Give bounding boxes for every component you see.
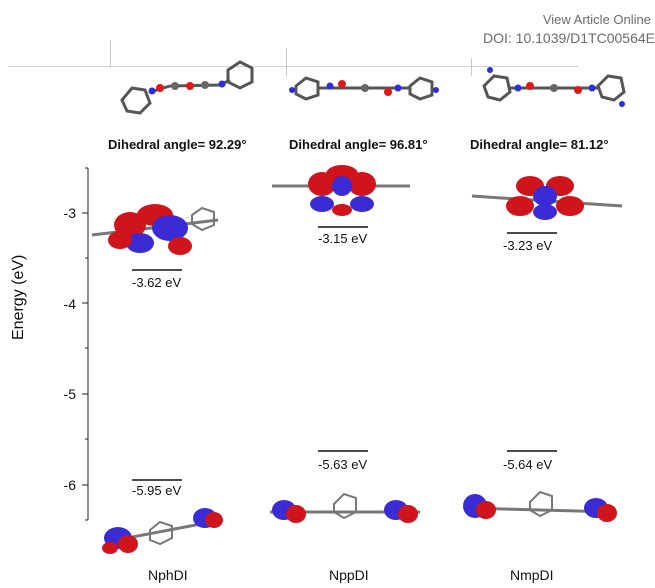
molecule-name-nphdi: NphDI: [148, 567, 188, 583]
bracket-right: [471, 58, 472, 76]
homo-label-nppdi: -5.63 eV: [318, 457, 368, 472]
bracket-middle: [286, 48, 287, 76]
structure-nmpdi-atoms: [487, 67, 625, 107]
dihedral-label-nphdi: Dihedral angle= 92.29°: [108, 137, 247, 152]
homo-orbital-nppdi: [270, 492, 420, 523]
view-article-online-link[interactable]: View Article Online: [542, 12, 651, 27]
homo-label-nphdi: -5.95 eV: [132, 483, 182, 498]
header-rule: [8, 66, 578, 67]
ytick-label: -3: [63, 205, 76, 221]
doi-link[interactable]: DOI: 10.1039/D1TC00564E: [483, 30, 655, 46]
ytick-label: -6: [63, 477, 76, 493]
article-header: View Article Online DOI: 10.1039/D1TC005…: [0, 0, 655, 60]
lumo-orbital-nphdi: [91, 204, 219, 255]
ytick-label: -5: [63, 386, 76, 402]
structure-nphdi-atoms: [148, 80, 226, 95]
lumo-label-nmpdi: -3.23 eV: [503, 238, 553, 253]
homo-orbital-nmpdi: [463, 490, 617, 522]
lumo-orbital-nppdi: [272, 165, 410, 216]
ytick-label: -4: [63, 296, 76, 312]
bracket-left: [110, 40, 111, 67]
homo-label-nmpdi: -5.64 eV: [503, 457, 553, 472]
dihedral-label-nmpdi: Dihedral angle= 81.12°: [470, 137, 609, 152]
lumo-label-nphdi: -3.62 eV: [132, 275, 182, 290]
energy-levels: [132, 226, 557, 481]
lumo-label-nppdi: -3.15 eV: [318, 231, 368, 246]
structure-nppdi-atoms: [289, 80, 439, 96]
y-axis: [82, 167, 89, 521]
homo-orbital-nphdi: [102, 508, 223, 554]
dihedral-label-nppdi: Dihedral angle= 96.81°: [289, 137, 428, 152]
lumo-orbital-nmpdi: [471, 176, 623, 220]
molecule-name-nmpdi: NmpDI: [510, 567, 554, 583]
molecule-name-nppdi: NppDI: [329, 567, 369, 583]
